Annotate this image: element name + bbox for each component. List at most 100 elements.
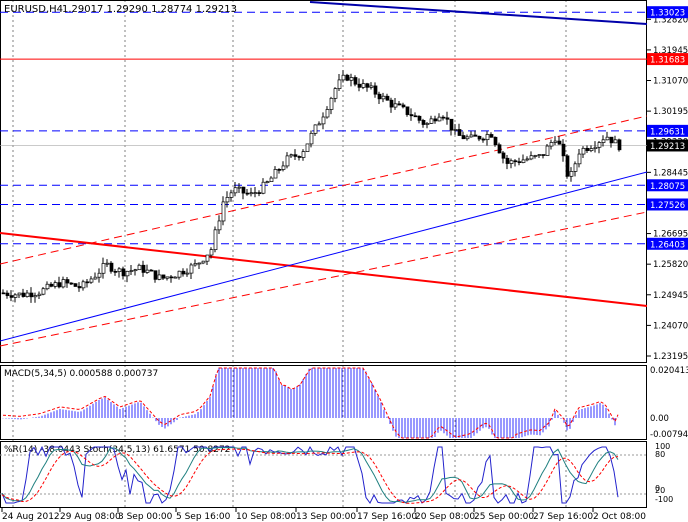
candle-body [61, 279, 66, 288]
candle-body [477, 135, 482, 140]
candle-body [245, 192, 250, 195]
time-label: 27 Sep 16:00 [533, 512, 593, 522]
candle-body [473, 134, 478, 137]
candle-body [121, 268, 126, 277]
candle-body [509, 160, 514, 164]
price-tick-label: 1.23195 [653, 352, 688, 362]
candle-body [433, 118, 438, 122]
level-tag-text: 1.31683 [650, 56, 685, 66]
candle-body [233, 187, 238, 194]
candle-body [81, 281, 86, 289]
symbol-label: EURUSD,H4 [4, 4, 63, 15]
candle-body [33, 295, 38, 298]
level-tag [647, 53, 688, 66]
candle-body [221, 201, 226, 222]
trend-lines[interactable] [0, 1, 648, 347]
candle-body [581, 147, 586, 155]
candle-body [549, 142, 554, 147]
candle-body [397, 103, 402, 106]
candle-body [117, 268, 122, 272]
oscillator-tick-label: -100 [655, 495, 673, 504]
candle-body [605, 136, 610, 141]
blue-channel-line[interactable] [0, 171, 648, 342]
candle-body [469, 134, 474, 138]
candle-body [325, 109, 330, 118]
candle-body [341, 74, 346, 81]
candle-body [561, 143, 566, 157]
wpr-line [1, 445, 619, 504]
ohlc-readout: 1.29017 1.29290 1.28774 1.29213 [62, 4, 237, 15]
candle-body [613, 139, 618, 144]
candle-body [361, 83, 366, 88]
macd-signal-line [2, 367, 619, 439]
candle-body [65, 279, 70, 284]
candle-body [405, 106, 410, 115]
candle-body [533, 155, 538, 157]
price-tick-label: 1.31945 [653, 46, 688, 56]
candle-body [73, 283, 78, 287]
candle-body [517, 161, 522, 163]
price-panel[interactable]: EURUSD,H4 1.29017 1.29290 1.28774 1.2921… [0, 0, 688, 363]
candle-body [137, 264, 142, 271]
candle-body [493, 136, 498, 146]
candle-body [461, 135, 466, 140]
candle-body [373, 85, 378, 95]
candle-body [53, 282, 58, 287]
level-tag-text: 1.29631 [650, 127, 685, 137]
time-label: 10 Sep 08:00 [236, 512, 296, 522]
candle-body [153, 270, 158, 280]
candle-body [297, 156, 302, 158]
macd-panel[interactable]: MACD(5,34,5) 0.000588 0.000737 0.0204130… [0, 365, 688, 441]
candle-body [149, 269, 154, 272]
macd-histogram [2, 368, 619, 438]
red-channel-upper[interactable] [0, 115, 648, 265]
candle-body [513, 160, 518, 163]
red-channel-lower[interactable] [0, 211, 648, 347]
candle-body [229, 192, 234, 198]
candle-body [1, 292, 6, 295]
candle-body [285, 155, 290, 167]
candle-body [249, 192, 254, 195]
oscillator-panel-frame [0, 441, 647, 508]
candle-body [253, 192, 258, 194]
candle-body [13, 294, 18, 298]
candle-body [421, 120, 426, 125]
candle-body [481, 138, 486, 141]
candle-body [5, 292, 10, 296]
candles [1, 70, 622, 303]
candle-body [457, 129, 462, 136]
candle-body [37, 293, 42, 296]
red-trend-line[interactable] [0, 232, 648, 307]
candle-body [305, 143, 310, 152]
oscillator-panel[interactable]: %R(14) -38.0443 Stoch(34,5,13) 61.6571 5… [0, 441, 673, 508]
horizontal-levels[interactable] [0, 11, 647, 245]
candle-body [593, 146, 598, 149]
candle-body [185, 272, 190, 275]
candle-body [413, 115, 418, 118]
price-tick-label: 1.31070 [653, 77, 688, 87]
candle-body [301, 151, 306, 158]
time-label: 5 Sep 16:00 [176, 512, 231, 522]
candle-body [189, 264, 194, 274]
candle-body [589, 148, 594, 151]
level-tag-text: 1.27526 [650, 201, 685, 211]
candle-body [349, 77, 354, 81]
level-tag [647, 6, 688, 19]
upper-trend-line[interactable] [309, 1, 648, 25]
candle-body [345, 74, 350, 81]
candle-body [213, 229, 218, 251]
macd-tick-label: 0.00 [650, 414, 669, 424]
level-tag-text: 1.26403 [650, 240, 685, 250]
candle-body [329, 97, 334, 110]
candle-body [497, 144, 502, 154]
price-tick-label: 1.24070 [653, 321, 688, 331]
time-label: 13 Sep 00:00 [296, 512, 356, 522]
price-tick-label: 1.24945 [653, 291, 688, 301]
candle-body [505, 157, 510, 164]
candle-body [321, 116, 326, 125]
candle-body [85, 281, 90, 284]
time-label: 29 Aug 08:00 [60, 512, 121, 522]
